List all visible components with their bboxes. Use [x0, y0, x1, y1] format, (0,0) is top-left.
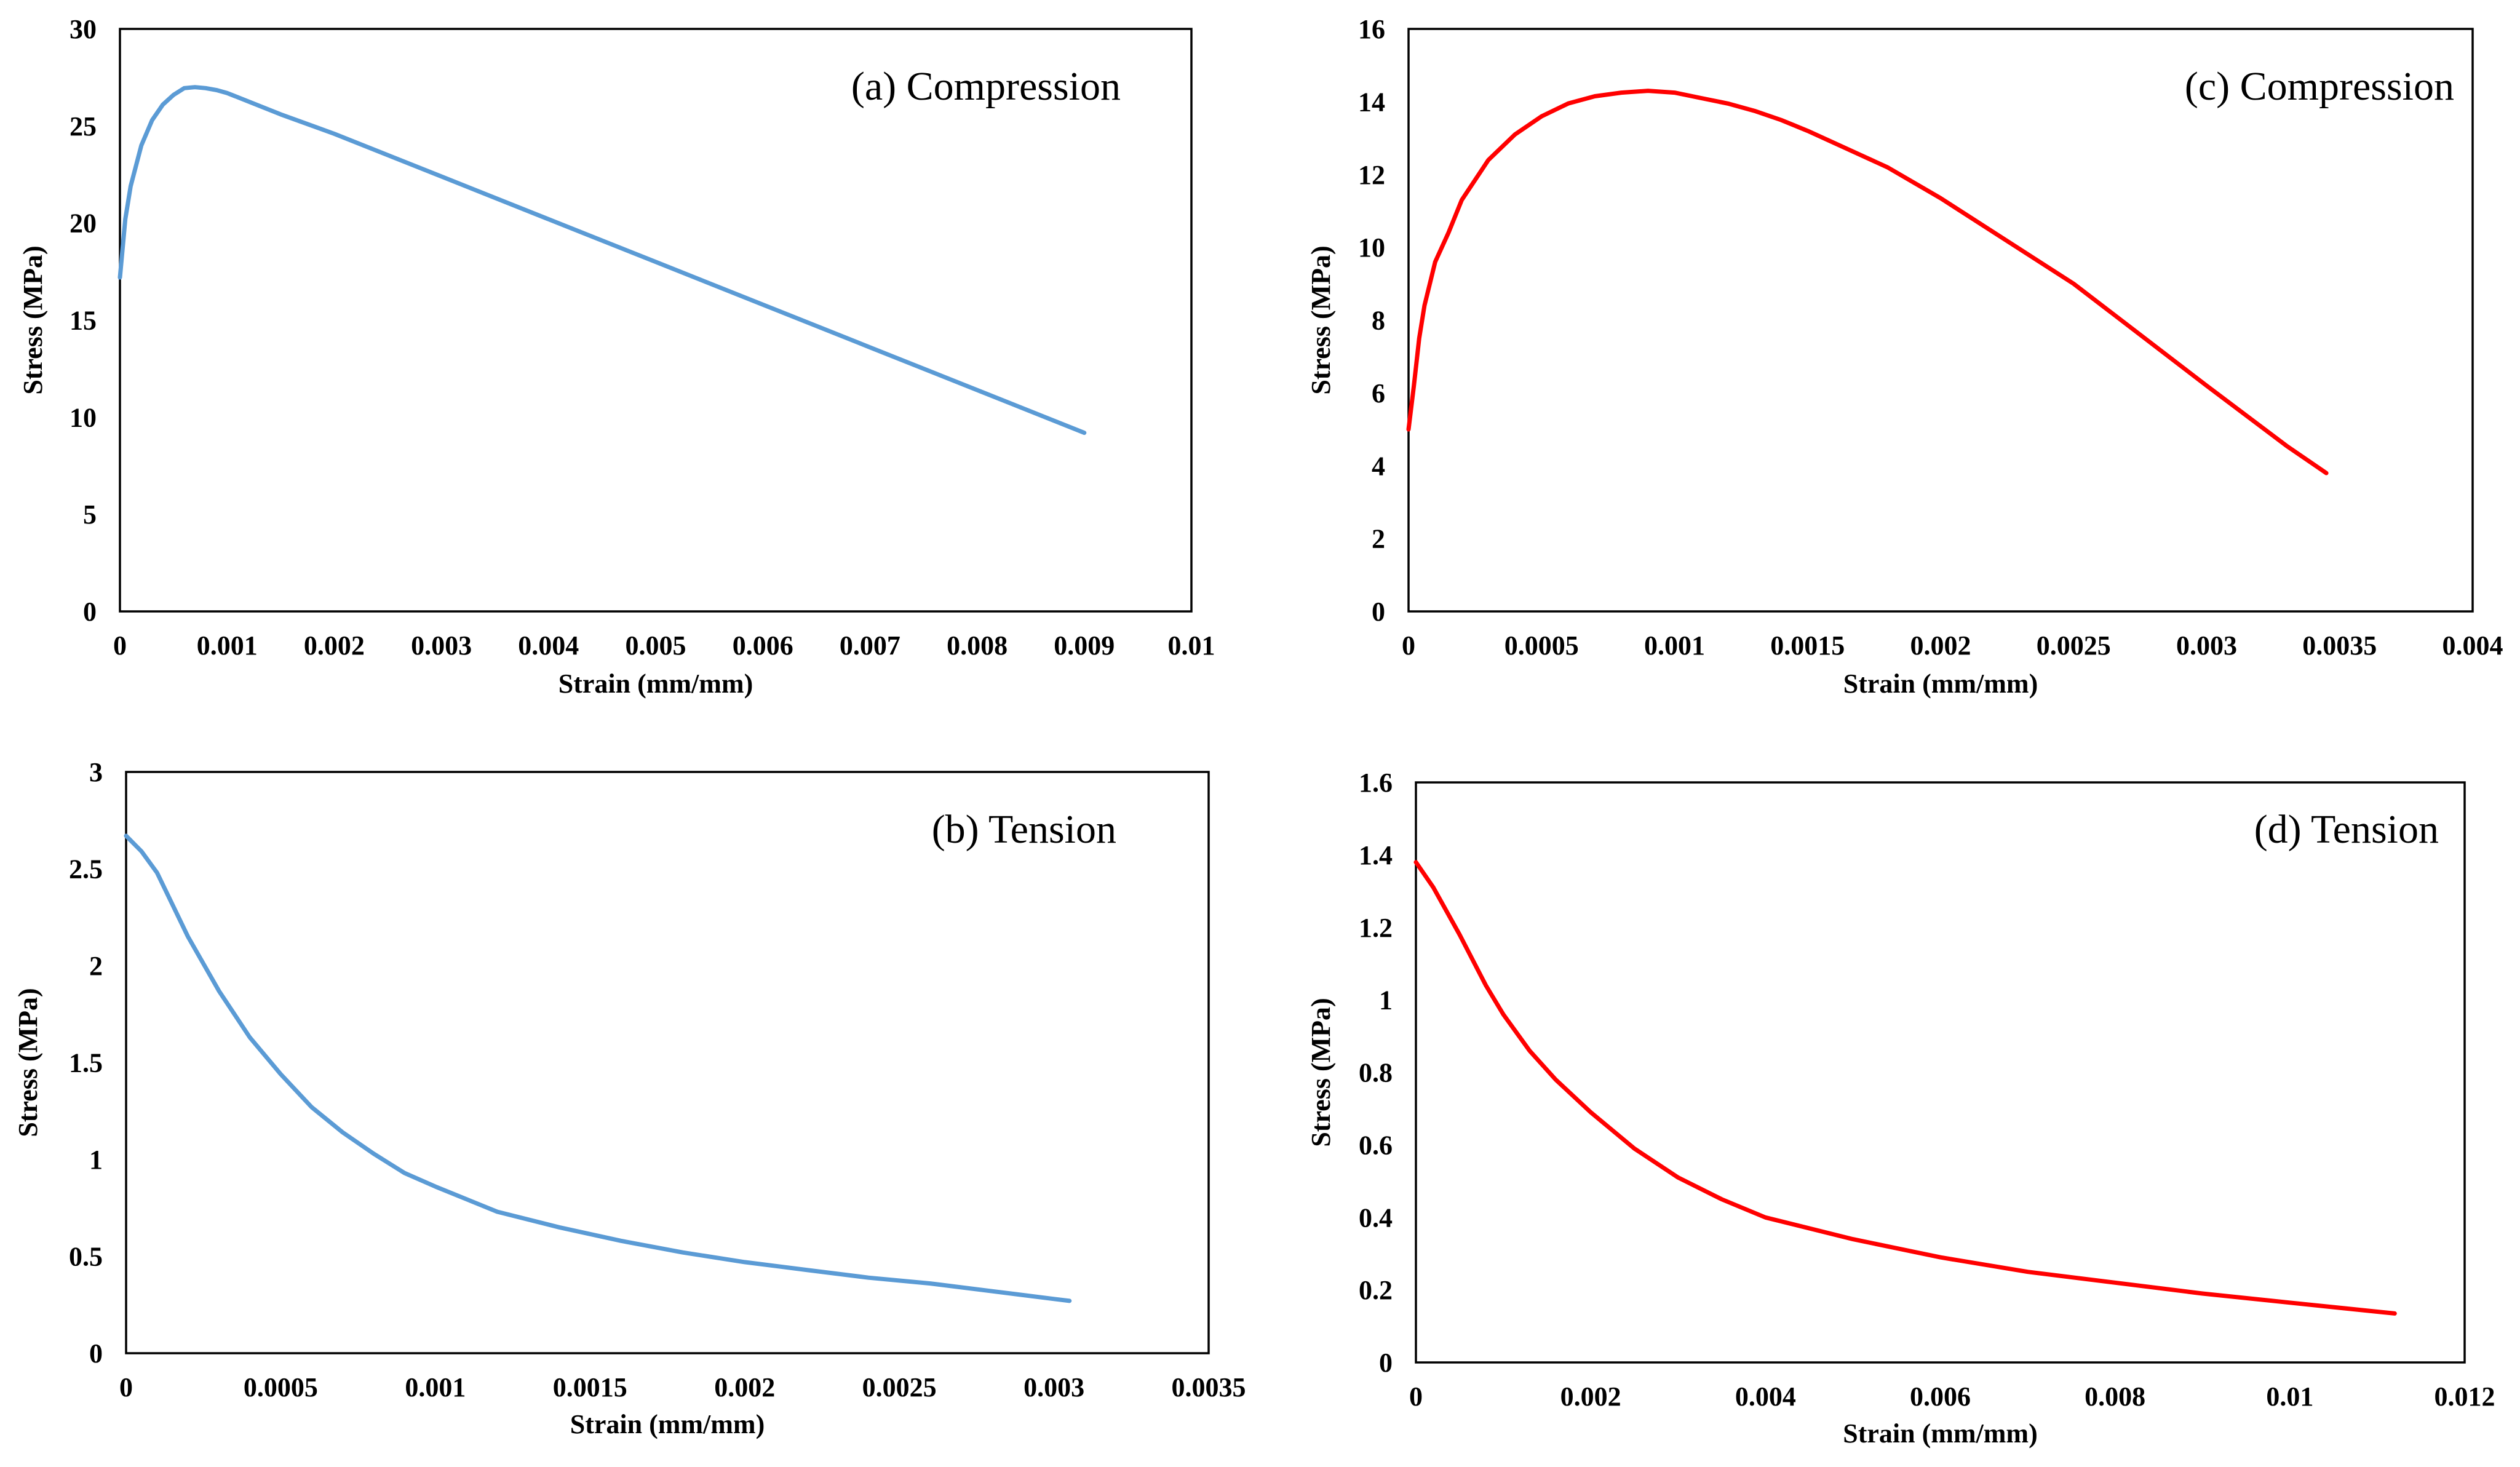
y-tick-label: 30: [70, 14, 97, 44]
y-tick-label: 15: [70, 306, 97, 336]
x-tick-label: 0.003: [2176, 630, 2237, 661]
x-axis-label: Strain (mm/mm): [1843, 669, 2038, 699]
y-tick-label: 5: [83, 499, 97, 530]
y-tick-label: 1.4: [1359, 840, 1393, 870]
x-tick-label: 0.0025: [2037, 630, 2111, 661]
y-tick-label: 0: [89, 1338, 103, 1369]
x-tick-label: 0.004: [2442, 630, 2503, 661]
y-tick-label: 2: [89, 951, 103, 981]
x-tick-label: 0.003: [411, 630, 472, 661]
y-tick-label: 0: [1379, 1348, 1393, 1378]
x-axis-label: Strain (mm/mm): [558, 669, 753, 699]
stress-strain-curve: [124, 833, 1072, 1303]
x-tick-label: 0.007: [840, 630, 900, 661]
panel-title: (b) Tension: [932, 807, 1116, 852]
x-tick-label: 0.012: [2435, 1382, 2495, 1412]
x-tick-label: 0.0035: [2302, 630, 2377, 661]
chart-panel-0: 0 0.001 0.002 0.003 0.004 0.005 0.006 0.007 0.00…: [18, 14, 1215, 699]
panel-title: (a) Compression: [851, 64, 1121, 109]
y-tick-label: 1: [1379, 985, 1393, 1016]
x-tick-label: 0.0025: [862, 1372, 937, 1402]
x-tick-label: 0.009: [1054, 630, 1115, 661]
y-tick-label: 2.5: [69, 854, 103, 885]
y-tick-label: 0.5: [69, 1242, 103, 1272]
y-axis-label: Stress (MPa): [1306, 245, 1336, 394]
x-tick-label: 0: [1409, 1382, 1423, 1412]
x-tick-label: 0.004: [1735, 1382, 1796, 1412]
y-tick-label: 10: [70, 402, 97, 432]
y-tick-label: 0.4: [1359, 1203, 1393, 1233]
plot-area-frame: [125, 771, 1210, 1354]
y-axis-label: Stress (MPa): [18, 245, 48, 394]
x-tick-label: 0.008: [947, 630, 1008, 661]
x-tick-label: 0.002: [1910, 630, 1971, 661]
x-tick-label: 0.002: [714, 1372, 775, 1402]
y-tick-label: 0.2: [1359, 1275, 1393, 1305]
y-tick-label: 16: [1358, 14, 1385, 44]
y-tick-label: 12: [1358, 160, 1385, 190]
chart-panel-2: 0 0.0005 0.001 0.0015 0.002 0.0025 0.003 0.0035…: [1306, 14, 2503, 699]
y-tick-label: 0.8: [1359, 1058, 1393, 1088]
panel-title: (c) Compression: [2185, 64, 2454, 109]
y-tick-label: 1.2: [1359, 913, 1393, 943]
y-tick-label: 4: [1372, 451, 1385, 481]
x-tick-label: 0.002: [304, 630, 365, 661]
y-tick-label: 25: [70, 111, 97, 141]
x-axis-label: Strain (mm/mm): [1843, 1418, 2038, 1449]
x-tick-label: 0.004: [518, 630, 579, 661]
x-tick-label: 0.01: [2266, 1382, 2313, 1412]
y-tick-label: 14: [1358, 87, 1385, 117]
y-axis-label: Stress (MPa): [1306, 998, 1336, 1147]
panel-title: (d) Tension: [2254, 807, 2439, 852]
x-tick-label: 0.006: [1910, 1382, 1971, 1412]
x-tick-label: 0.0005: [244, 1372, 318, 1402]
y-tick-label: 1.5: [69, 1048, 103, 1078]
x-tick-label: 0.005: [626, 630, 686, 661]
x-tick-label: 0.0035: [1172, 1372, 1246, 1402]
y-tick-label: 20: [70, 209, 97, 239]
stress-strain-curve: [1413, 860, 2397, 1316]
y-tick-label: 0.6: [1359, 1130, 1393, 1160]
y-tick-label: 3: [89, 757, 103, 787]
y-tick-label: 1: [89, 1145, 103, 1175]
y-tick-label: 1.6: [1359, 768, 1393, 798]
x-tick-label: 0.001: [1644, 630, 1705, 661]
chart-panel-1: 0 0.0005 0.001 0.0015 0.002 0.0025 0.003 0.0035…: [13, 757, 1246, 1439]
y-tick-label: 2: [1372, 524, 1385, 554]
x-tick-label: 0.006: [733, 630, 793, 661]
plot-area-frame: [1407, 28, 2474, 613]
x-tick-label: 0.0015: [553, 1372, 627, 1402]
y-tick-label: 10: [1358, 233, 1385, 263]
x-tick-label: 0.002: [1560, 1382, 1621, 1412]
x-tick-label: 0.0005: [1504, 630, 1579, 661]
x-tick-label: 0: [119, 1372, 133, 1402]
y-tick-label: 0: [83, 597, 97, 627]
x-tick-label: 0.0015: [1770, 630, 1845, 661]
y-tick-label: 0: [1372, 597, 1385, 627]
chart-panel-3: 0 0.002 0.004 0.006 0.008 0.01 0.012 0 0.2 0.4 0.6…: [1306, 768, 2495, 1449]
x-tick-label: 0: [113, 630, 127, 661]
plot-area-frame: [119, 28, 1193, 613]
x-tick-label: 0: [1402, 630, 1415, 661]
stress-strain-curve: [1406, 89, 2329, 475]
x-tick-label: 0.003: [1024, 1372, 1084, 1402]
x-tick-label: 0.01: [1168, 630, 1215, 661]
x-tick-label: 0.008: [2085, 1382, 2145, 1412]
stress-strain-curve: [117, 85, 1087, 435]
x-tick-label: 0.001: [405, 1372, 466, 1402]
y-tick-label: 8: [1372, 306, 1385, 336]
x-tick-label: 0.001: [197, 630, 258, 661]
plot-area-frame: [1415, 781, 2466, 1364]
y-axis-label: Stress (MPa): [13, 988, 43, 1137]
x-axis-label: Strain (mm/mm): [570, 1409, 765, 1439]
y-tick-label: 6: [1372, 378, 1385, 408]
